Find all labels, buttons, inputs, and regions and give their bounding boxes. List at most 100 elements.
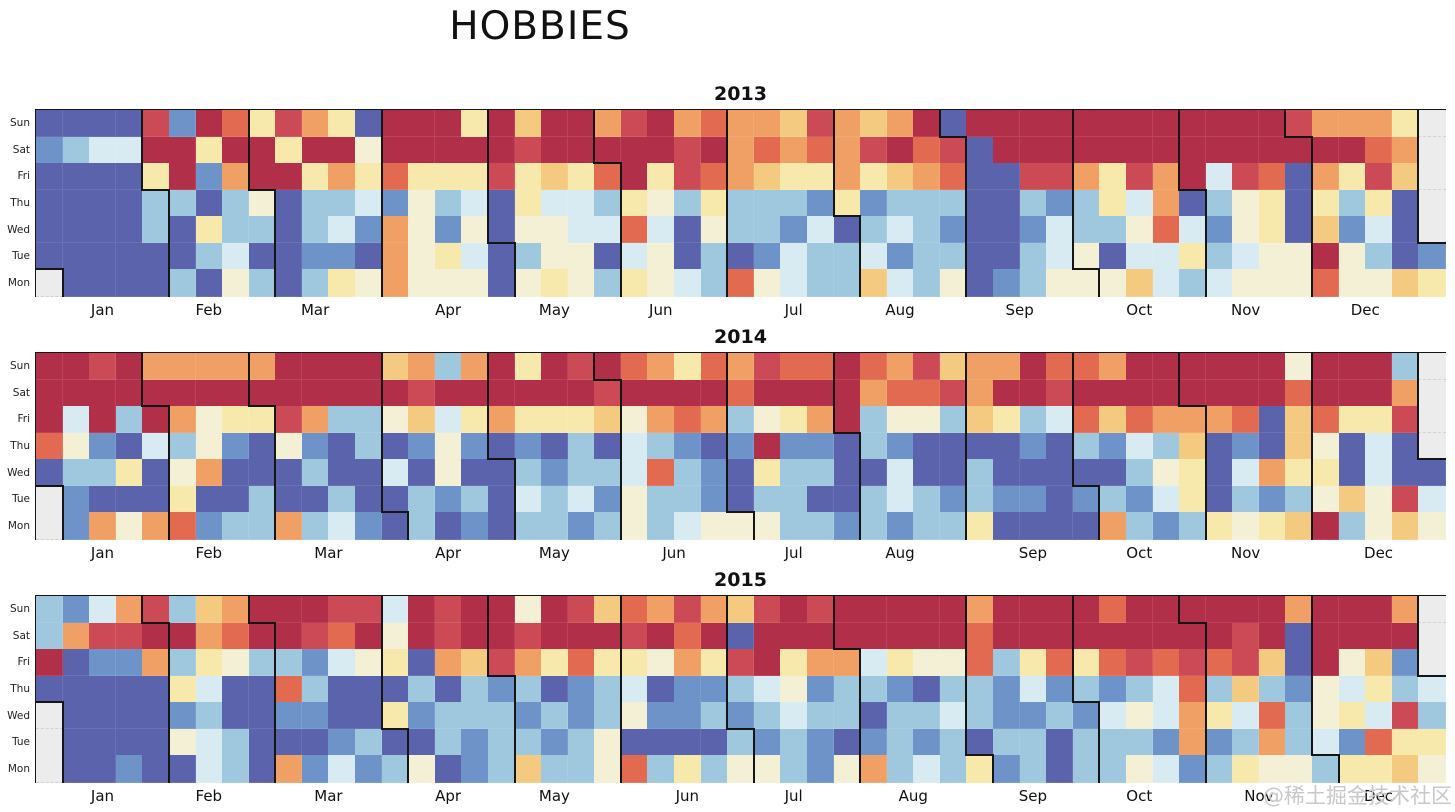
day-cell [1391, 702, 1419, 730]
day-cell [328, 512, 356, 540]
month-boundary [274, 431, 277, 461]
month-boundary [486, 188, 489, 218]
day-cell [514, 216, 542, 244]
day-cell [1418, 728, 1446, 756]
day-label-sun: Sun [10, 117, 30, 130]
day-cell [647, 755, 675, 783]
day-cell [966, 163, 994, 191]
day-cell [939, 163, 968, 191]
day-cell [753, 459, 781, 487]
day-cell [780, 406, 808, 434]
day-cell [1258, 242, 1287, 270]
day-cell [1258, 136, 1287, 164]
day-cell [408, 189, 436, 217]
day-cell [1365, 432, 1393, 460]
day-cell [1179, 216, 1207, 244]
day-cell [1072, 432, 1100, 460]
month-boundary [1417, 458, 1446, 461]
day-cell [700, 242, 728, 270]
day-cell [594, 702, 622, 730]
day-cell [1391, 110, 1419, 138]
day-cell [514, 110, 542, 138]
day-cell [1258, 702, 1287, 730]
day-cell [36, 702, 64, 730]
day-cell [514, 269, 542, 297]
day-cell [1391, 675, 1419, 703]
day-cell [248, 702, 276, 730]
month-boundary [274, 405, 277, 434]
day-cell [434, 622, 462, 650]
day-cell [727, 216, 755, 244]
month-boundary [1071, 595, 1074, 624]
day-cell [700, 136, 728, 164]
day-cell [860, 728, 888, 756]
day-cell [674, 189, 702, 217]
day-cell [1019, 485, 1047, 513]
day-cell [1046, 189, 1074, 217]
month-boundary [513, 674, 516, 704]
month-boundary [619, 431, 622, 461]
day-cell [1391, 649, 1419, 677]
day-cell [753, 269, 781, 297]
day-cell [487, 432, 516, 460]
day-cell [1418, 163, 1446, 191]
day-cell [1019, 242, 1047, 270]
day-cell [1338, 216, 1366, 244]
day-cell [860, 163, 888, 191]
day-cell [62, 702, 90, 730]
month-boundary [726, 511, 755, 514]
day-cell [195, 728, 223, 756]
month-boundary [1071, 241, 1074, 271]
day-cell [355, 649, 383, 677]
day-cell [487, 242, 516, 270]
day-cell [1418, 702, 1446, 730]
day-cell [1205, 216, 1233, 244]
day-cell [700, 379, 728, 407]
day-cell [1338, 136, 1366, 164]
day-cell [1099, 649, 1127, 677]
day-cell [381, 649, 409, 677]
day-cell [1418, 242, 1446, 270]
day-cell [1072, 728, 1100, 756]
day-cell [36, 269, 64, 297]
day-cell [1099, 702, 1127, 730]
month-boundary [486, 431, 489, 461]
day-cell [381, 269, 409, 297]
month-boundary [486, 595, 489, 624]
day-cell [1046, 353, 1074, 381]
day-cell [1312, 269, 1340, 297]
day-cell [115, 163, 143, 191]
day-cell [753, 596, 781, 624]
month-boundary [1204, 484, 1207, 514]
day-cell [993, 406, 1021, 434]
day-cell [408, 216, 436, 244]
day-cell [993, 512, 1021, 540]
day-cell [567, 728, 595, 756]
month-label-jun: Jun [649, 301, 673, 319]
day-cell [1125, 622, 1154, 650]
day-cell [1285, 485, 1313, 513]
day-cell [541, 189, 569, 217]
month-boundary [141, 109, 144, 138]
day-cell [328, 406, 356, 434]
day-cell [248, 675, 276, 703]
month-boundary [1284, 109, 1287, 138]
day-cell [1072, 459, 1100, 487]
day-cell [1312, 512, 1340, 540]
day-cell [939, 269, 968, 297]
day-cell [700, 675, 728, 703]
day-cell [62, 242, 90, 270]
month-boundary [619, 458, 622, 487]
month-boundary [1178, 109, 1181, 138]
day-cell [36, 649, 64, 677]
month-boundary [1311, 241, 1314, 271]
day-cell [1258, 755, 1287, 783]
month-label-jan: Jan [90, 787, 115, 805]
day-label-mon: Mon [7, 762, 30, 775]
month-boundary [619, 378, 622, 408]
month-boundary [832, 109, 835, 138]
month-boundary [167, 621, 170, 651]
day-cell [886, 622, 914, 650]
day-cell [275, 189, 303, 217]
day-cell [168, 596, 197, 624]
